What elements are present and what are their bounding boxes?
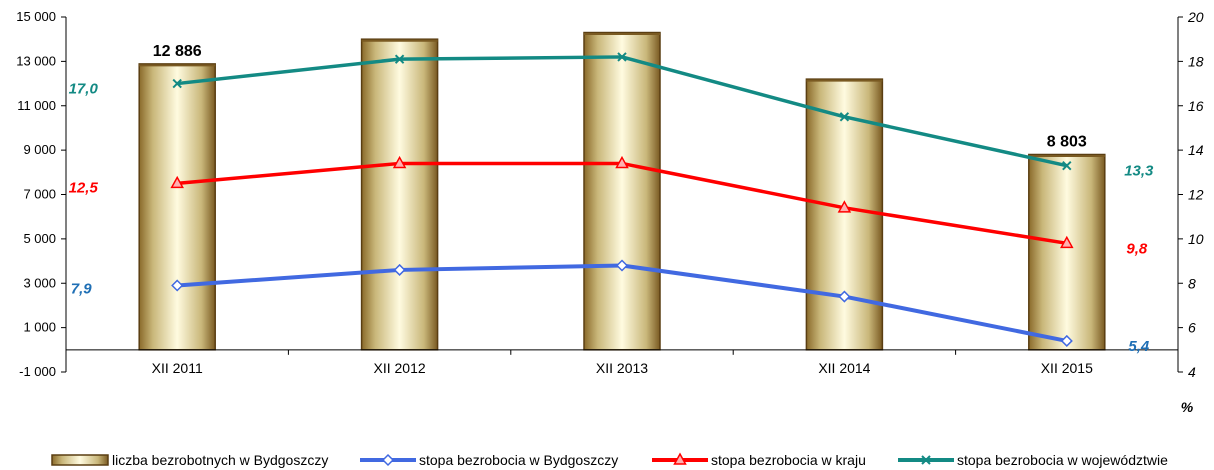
- lines-layer: [170, 52, 1074, 347]
- bar-2: [583, 31, 661, 351]
- series-1-data-label-0: 12,5: [69, 179, 99, 196]
- series-2-point-0-stroke-b: [172, 78, 182, 89]
- bars-layer: [138, 31, 1106, 351]
- legend-marker-1: [381, 453, 395, 467]
- bar-0: [138, 63, 216, 351]
- series-0-point-4: [1060, 334, 1073, 347]
- category-label-1: XII 2012: [374, 360, 426, 376]
- series-2-point-1: [394, 54, 405, 64]
- series-2-point-4-stroke-b: [1062, 160, 1072, 171]
- series-0-data-label-4: 5,4: [1128, 338, 1150, 355]
- right-tick-label-3: 10: [1188, 231, 1204, 247]
- series-2-point-4: [1062, 160, 1072, 171]
- right-tick-label-1: 6: [1188, 320, 1196, 336]
- bar-value-label-4: 8 803: [1047, 133, 1087, 150]
- right-tick-label-4: 12: [1188, 187, 1204, 203]
- series-2-point-3-stroke-b: [839, 112, 850, 122]
- category-label-2: XII 2013: [596, 360, 648, 376]
- series-1-point-3: [837, 200, 852, 213]
- legend-bar-swatch: [51, 454, 109, 466]
- right-tick-label-2: 8: [1188, 275, 1196, 291]
- bar-value-label-0: 12 886: [153, 43, 202, 60]
- series-0-data-label-0: 7,9: [71, 280, 93, 297]
- series-1-point-4: [1060, 235, 1074, 249]
- series-0-point-0: [171, 279, 184, 292]
- left-tick-label-6: 11 000: [17, 98, 56, 113]
- series-1-data-label-4: 9,8: [1126, 240, 1148, 257]
- series-0-point-2: [615, 259, 629, 272]
- right-tick-label-8: 20: [1187, 9, 1204, 25]
- left-tick-label-3: 5 000: [23, 231, 56, 246]
- series-2-data-label-4: 13,3: [1124, 163, 1154, 180]
- left-tick-label-2: 3 000: [23, 275, 56, 290]
- series-1-point-1: [392, 155, 407, 169]
- right-tick-label-5: 14: [1188, 142, 1204, 158]
- right-axis-unit: %: [1181, 399, 1194, 415]
- legend-label-2: stopa bezrobocia w kraju: [711, 452, 866, 468]
- category-label-3: XII 2014: [818, 360, 870, 376]
- category-label-0: XII 2011: [152, 360, 203, 376]
- series-2-point-3: [839, 112, 850, 122]
- right-tick-label-6: 16: [1188, 98, 1204, 114]
- legend-label-1: stopa bezrobocia w Bydgoszczy: [419, 452, 618, 468]
- series-1-point-2: [615, 155, 629, 169]
- legend-label-0: liczba bezrobotnych w Bydgoszczy: [112, 452, 328, 468]
- legend: liczba bezrobotnych w Bydgoszczy stopa be…: [51, 452, 1168, 468]
- series-0-point-3: [838, 290, 851, 303]
- labels-layer: 12 886 8 803 7,9 5,4 12,5 9,8 17,0 13,3: [69, 43, 1154, 355]
- left-tick-label-8: 15 000: [16, 9, 56, 24]
- bar-1: [360, 38, 439, 351]
- axes-layer: -1 000 1 000 3 000 5 000 7 000 9 000 11 000 13 …: [16, 9, 1204, 415]
- left-tick-label-1: 1 000: [23, 320, 56, 335]
- series-2-point-2: [617, 52, 627, 62]
- series-0-point-1: [393, 263, 406, 276]
- bar-3: [805, 78, 884, 351]
- legend-marker-3: [921, 455, 931, 465]
- right-tick-label-0: 4: [1188, 364, 1196, 380]
- series-1-point-0: [170, 175, 184, 189]
- legend-marker-3-stroke-b: [921, 455, 931, 465]
- left-tick-label-5: 9 000: [23, 142, 56, 157]
- left-tick-label-4: 7 000: [23, 187, 56, 202]
- series-2-data-label-0: 17,0: [69, 81, 99, 98]
- category-label-4: XII 2015: [1041, 360, 1093, 376]
- series-2-point-2-stroke-b: [617, 52, 627, 62]
- left-tick-label-7: 13 000: [16, 53, 56, 68]
- left-tick-label-0: -1 000: [19, 364, 56, 379]
- legend-marker-2: [673, 452, 687, 465]
- series-2-point-0: [172, 78, 182, 89]
- right-tick-label-7: 18: [1188, 53, 1204, 69]
- series-2-point-1-stroke-b: [394, 54, 405, 64]
- legend-label-3: stopa bezrobocia w województwie: [957, 452, 1168, 468]
- bar-4: [1028, 153, 1106, 351]
